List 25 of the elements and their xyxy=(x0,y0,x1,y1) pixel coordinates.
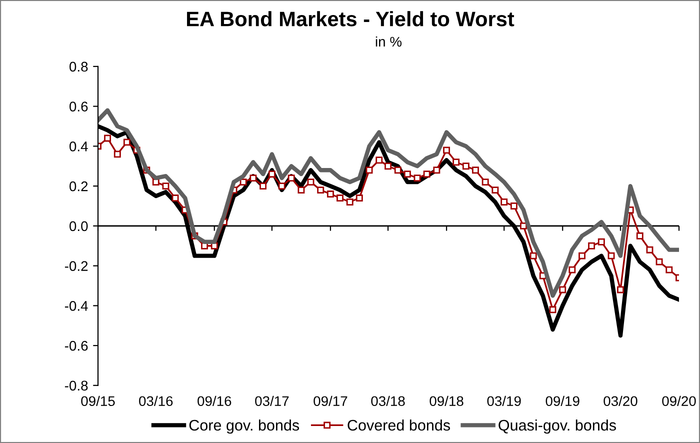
chart-title: EA Bond Markets - Yield to Worst xyxy=(187,11,514,26)
y-tick-label: 0.6 xyxy=(70,102,88,112)
x-tick-label: 03/17 xyxy=(255,396,289,406)
x-tick-label: 09/20 xyxy=(662,396,696,406)
x-tick-label: 03/16 xyxy=(139,396,173,406)
x-tick-label: 03/20 xyxy=(604,396,638,406)
x-tick-label: 09/16 xyxy=(198,396,232,406)
y-tick-label: -0.8 xyxy=(64,380,88,391)
y-tick-label: -0.4 xyxy=(64,301,88,311)
y-tick-label: 0.2 xyxy=(70,181,88,192)
y-tick-label: -0.6 xyxy=(64,340,88,351)
legend-label: Core gov. bonds xyxy=(189,419,300,434)
y-tick-label: 0.0 xyxy=(70,221,88,232)
legend-label: Quasi-gov. bonds xyxy=(498,419,616,434)
y-tick-label: 0.4 xyxy=(70,142,88,152)
x-tick-label: 09/17 xyxy=(314,396,348,406)
x-tick-label: 03/19 xyxy=(487,396,521,406)
legend-label: Covered bonds xyxy=(348,419,450,431)
x-tick-label: 09/18 xyxy=(430,396,464,406)
y-tick-label: 0.8 xyxy=(70,62,88,72)
x-tick-label: 09/15 xyxy=(81,396,115,406)
x-tick-label: 03/18 xyxy=(371,396,405,406)
chart-subtitle: in % xyxy=(376,36,402,47)
x-tick-label: 09/19 xyxy=(546,396,580,406)
y-tick-label: -0.2 xyxy=(64,261,88,271)
